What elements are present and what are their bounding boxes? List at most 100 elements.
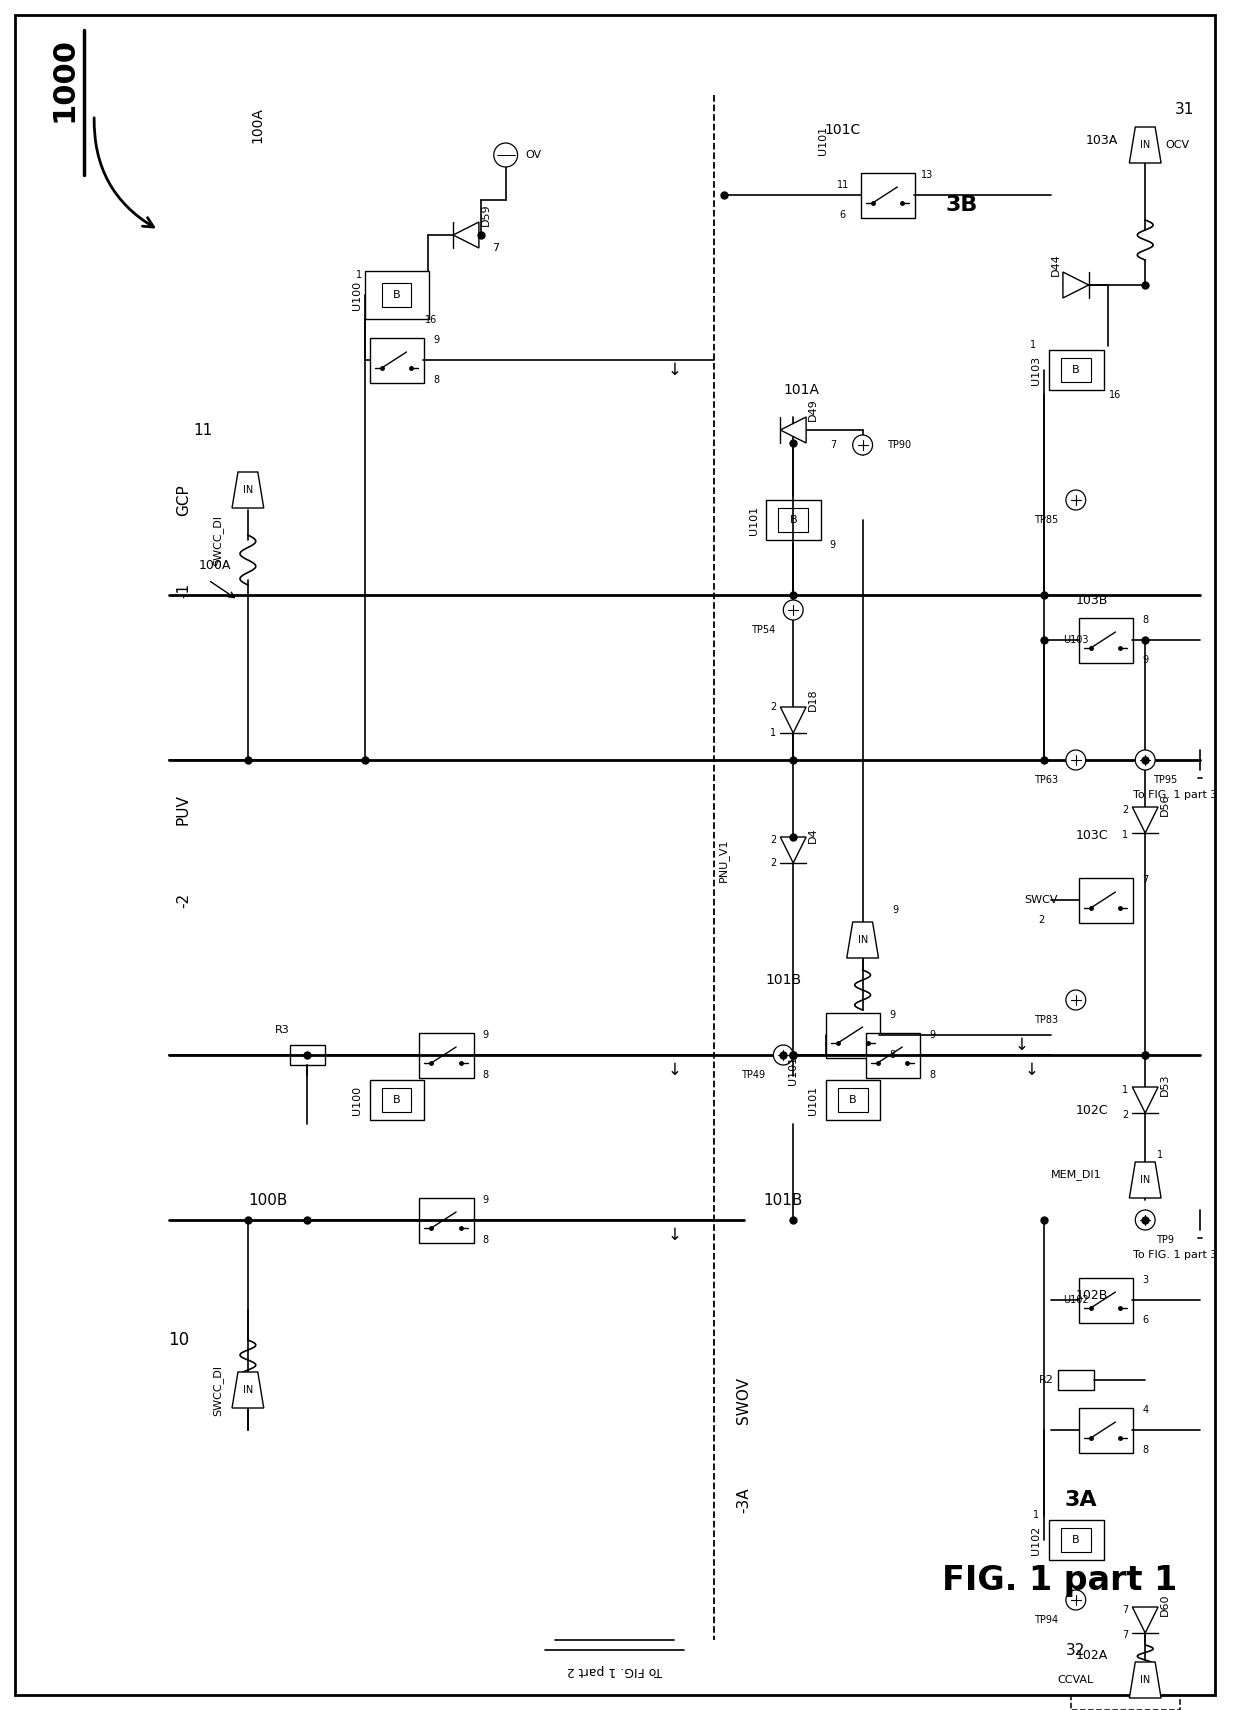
- Text: 9: 9: [1142, 655, 1148, 665]
- Text: 8: 8: [1142, 616, 1148, 624]
- Polygon shape: [1132, 807, 1158, 833]
- Bar: [1071, 1265, 1180, 1614]
- Text: ↓: ↓: [667, 1060, 681, 1079]
- Polygon shape: [1130, 1662, 1161, 1698]
- Bar: [1079, 617, 1133, 663]
- Bar: [766, 499, 821, 540]
- Text: -3A: -3A: [737, 1488, 751, 1513]
- Bar: [174, 99, 704, 590]
- Polygon shape: [453, 222, 479, 248]
- Text: 32: 32: [1066, 1643, 1085, 1657]
- Text: TP85: TP85: [1034, 515, 1058, 525]
- Text: 2: 2: [1122, 805, 1128, 816]
- Polygon shape: [847, 922, 878, 958]
- Bar: [1061, 1529, 1091, 1553]
- Text: IN: IN: [1140, 1676, 1151, 1684]
- Bar: [169, 640, 714, 1050]
- Text: TP49: TP49: [742, 1070, 765, 1081]
- Text: TP90: TP90: [888, 439, 911, 450]
- Text: 7: 7: [1122, 1630, 1128, 1640]
- Text: IN: IN: [243, 1385, 253, 1395]
- Text: ↓: ↓: [1014, 1036, 1028, 1053]
- Text: 9: 9: [929, 1029, 935, 1040]
- Text: 102C: 102C: [1076, 1103, 1109, 1117]
- Polygon shape: [1130, 1163, 1161, 1199]
- Text: D56: D56: [1161, 793, 1171, 816]
- Text: U101: U101: [749, 506, 759, 535]
- Polygon shape: [780, 706, 806, 734]
- Text: 101B: 101B: [764, 1192, 804, 1207]
- Text: D59: D59: [481, 203, 491, 226]
- Text: U100: U100: [352, 1086, 362, 1115]
- Text: U103: U103: [1032, 356, 1042, 385]
- Text: 10: 10: [167, 1330, 188, 1349]
- Text: 9: 9: [482, 1029, 489, 1040]
- Text: 102A: 102A: [1076, 1648, 1109, 1662]
- Text: SWCV: SWCV: [1024, 894, 1058, 905]
- Text: U101: U101: [808, 1086, 818, 1115]
- Text: To FIG. 1 part 3: To FIG. 1 part 3: [1133, 1250, 1218, 1260]
- Polygon shape: [232, 472, 264, 508]
- Bar: [826, 1081, 880, 1120]
- Text: IN: IN: [1140, 1175, 1151, 1185]
- Bar: [861, 173, 915, 217]
- Text: ↓: ↓: [667, 361, 681, 380]
- Bar: [1071, 1630, 1180, 1710]
- Polygon shape: [1130, 127, 1161, 162]
- Text: 7: 7: [1122, 1606, 1128, 1614]
- Text: 3: 3: [1142, 1276, 1148, 1284]
- Polygon shape: [1132, 1607, 1158, 1633]
- Text: 2: 2: [1038, 915, 1044, 925]
- Text: 7: 7: [492, 243, 500, 253]
- Text: U103: U103: [1063, 634, 1089, 645]
- Text: SWOV: SWOV: [737, 1377, 751, 1423]
- Text: 2: 2: [770, 858, 776, 869]
- Text: 103C: 103C: [1076, 829, 1109, 841]
- Text: R2: R2: [1039, 1375, 1054, 1385]
- Circle shape: [853, 434, 873, 455]
- Bar: [838, 1088, 868, 1112]
- Circle shape: [494, 144, 517, 168]
- Text: 100A: 100A: [198, 559, 231, 571]
- Bar: [169, 96, 714, 624]
- Polygon shape: [780, 417, 806, 443]
- Bar: [1079, 877, 1133, 923]
- Bar: [724, 920, 1052, 1170]
- Text: To FIG. 1 part 3: To FIG. 1 part 3: [1133, 790, 1218, 800]
- Text: 101C: 101C: [825, 123, 861, 137]
- Text: U102: U102: [1063, 1294, 1089, 1305]
- Text: U101: U101: [818, 125, 828, 154]
- Circle shape: [1066, 990, 1086, 1011]
- Bar: [370, 339, 424, 383]
- Text: 1: 1: [1157, 1151, 1163, 1159]
- Bar: [1079, 1277, 1133, 1324]
- Text: 1: 1: [1030, 340, 1037, 351]
- Bar: [382, 1088, 412, 1112]
- Text: SWCC_DI: SWCC_DI: [213, 1365, 223, 1416]
- Text: B: B: [393, 1094, 401, 1105]
- Text: 11: 11: [193, 422, 213, 438]
- Text: 100B: 100B: [248, 1192, 288, 1207]
- Text: 2: 2: [770, 703, 776, 711]
- Text: B: B: [849, 1094, 857, 1105]
- Text: 102B: 102B: [1076, 1289, 1109, 1301]
- Bar: [1049, 1520, 1104, 1560]
- Bar: [866, 1033, 920, 1077]
- Text: SWCC_DI: SWCC_DI: [213, 515, 223, 566]
- Text: 1: 1: [1122, 1086, 1128, 1094]
- Text: MEM_DI1: MEM_DI1: [1050, 1170, 1101, 1180]
- Text: D53: D53: [1161, 1074, 1171, 1096]
- Bar: [370, 1081, 424, 1120]
- Text: B: B: [1073, 1536, 1080, 1546]
- Bar: [1071, 800, 1180, 1060]
- Text: U102: U102: [1032, 1525, 1042, 1554]
- Text: IN: IN: [243, 486, 253, 494]
- Text: ↓: ↓: [667, 1226, 681, 1243]
- Circle shape: [1136, 751, 1156, 770]
- Text: 2: 2: [770, 834, 776, 845]
- Text: U101: U101: [789, 1055, 799, 1084]
- Text: -2: -2: [176, 893, 191, 908]
- Text: 8: 8: [482, 1070, 489, 1081]
- Bar: [382, 282, 412, 308]
- Text: 1: 1: [1122, 829, 1128, 840]
